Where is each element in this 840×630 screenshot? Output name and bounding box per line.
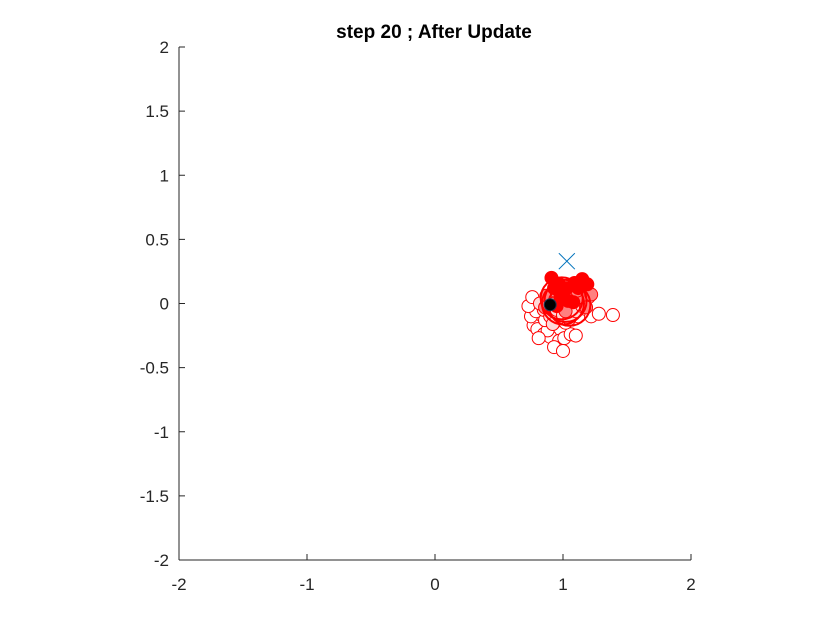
y-tick-label: 0 [160,295,169,314]
y-tick-label: -1 [154,423,169,442]
x-tick-label: 2 [686,575,695,594]
axes: -2 -1 0 1 2 -2 -1.5 -1 -0.5 0 0.5 1 1.5 2 [140,38,696,594]
particle-ring [543,278,588,323]
target-x-stroke [558,252,576,270]
y-tick-label: -2 [154,551,169,570]
particle-point [568,328,583,343]
x-tick-label: -2 [171,575,186,594]
particle-point [591,306,606,321]
particle-point [531,331,546,346]
particle-point [566,295,581,310]
target-x-marker [558,252,576,270]
x-tick-label: 1 [558,575,567,594]
particle-point [605,308,620,323]
y-tick-label: 0.5 [145,230,169,249]
x-tick-label: 0 [430,575,439,594]
y-tick-label: -1.5 [140,487,169,506]
estimate-point [543,298,557,312]
y-tick-label: 1.5 [145,102,169,121]
y-tick-label: -0.5 [140,359,169,378]
particle-ring [539,276,584,321]
x-tick-label: -1 [299,575,314,594]
chart-title: step 20 ; After Update [336,22,532,43]
y-tick-label: 2 [160,38,169,57]
y-tick-label: 1 [160,166,169,185]
particle-point [556,343,570,358]
marks-layer [521,252,620,358]
